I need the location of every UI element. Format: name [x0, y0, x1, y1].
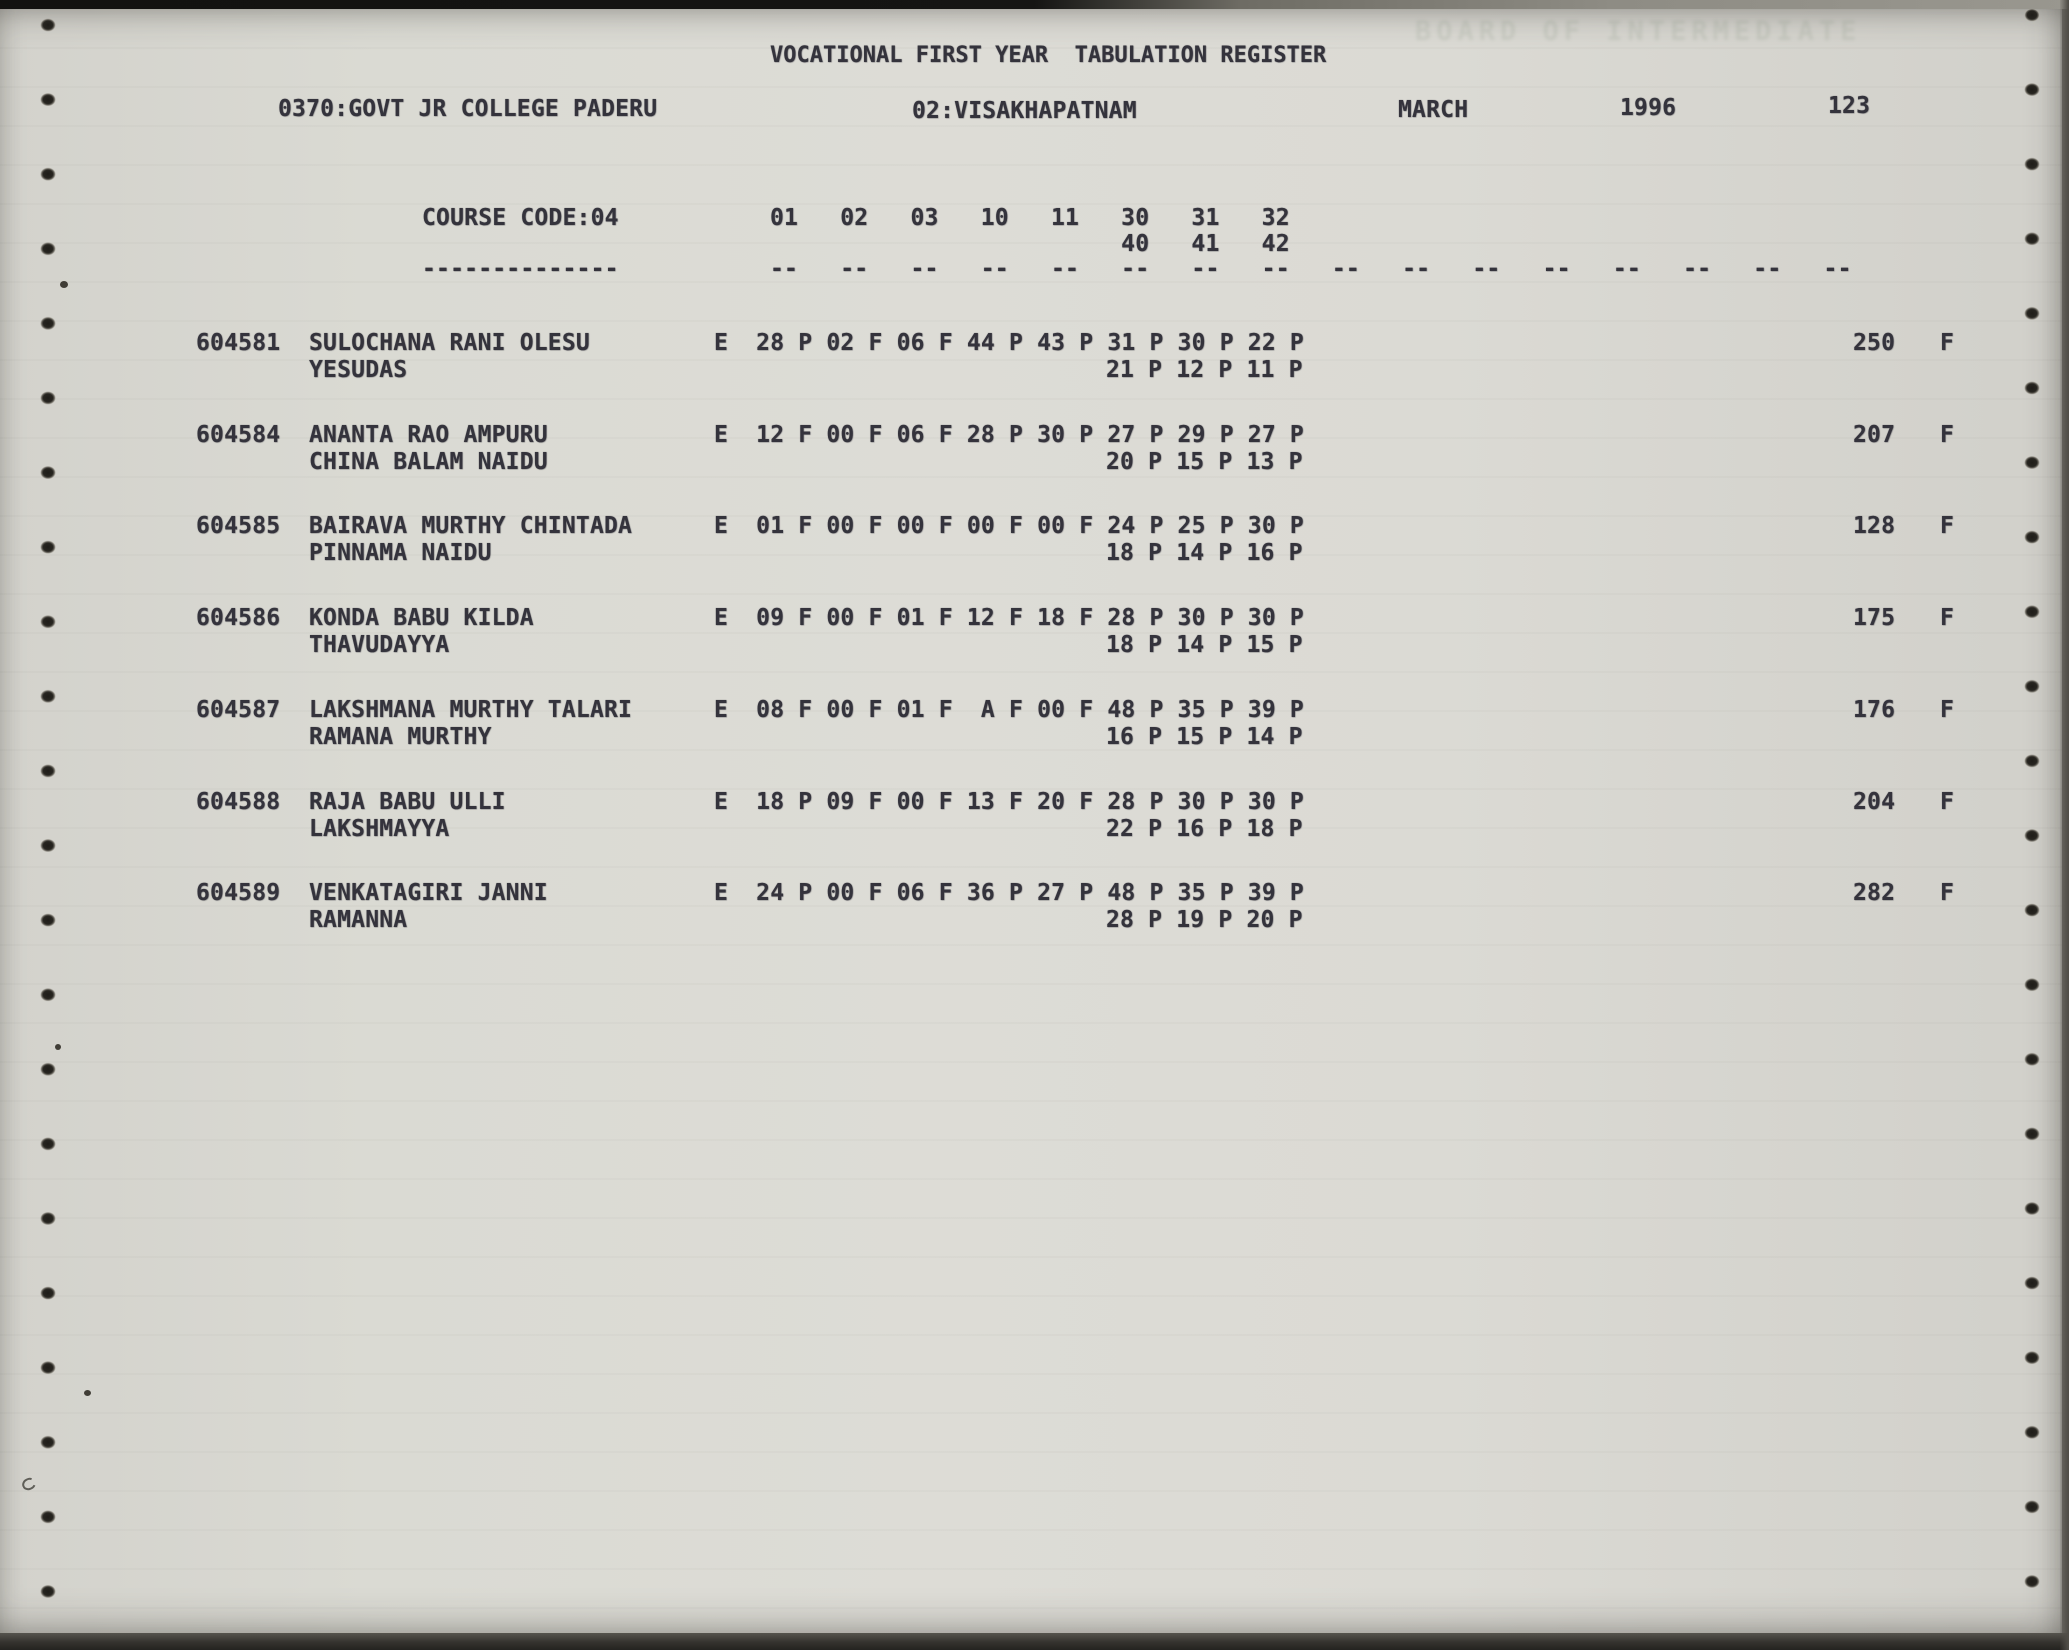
roll-number: 604584 — [196, 421, 281, 448]
total-marks: 250 — [1853, 330, 1896, 356]
sprocket-holes-left — [33, 10, 63, 1650]
result-flag: F — [1940, 330, 1955, 356]
marks-line-2: 28 P 19 P 20 P — [1106, 907, 1303, 934]
page-title: VOCATIONAL FIRST YEAR TABULATION REGISTE… — [770, 43, 1327, 68]
student-name: VENKATAGIRI JANNI — [309, 880, 548, 907]
marks-line-2: 21 P 12 P 11 P — [1106, 357, 1303, 383]
scan-edge-top — [0, 0, 2069, 9]
sprocket-holes-right — [2017, 0, 2047, 1642]
guardian-name: RAMANNA — [309, 907, 408, 934]
student-row: 604584 ANANTA RAO AMPURU CHINA BALAM NAI… — [0, 422, 2069, 478]
guardian-name: RAMANA MURTHY — [309, 723, 492, 750]
student-name: LAKSHMANA MURTHY TALARI — [309, 696, 633, 723]
student-name: SULOCHANA RANI OLESU — [309, 330, 590, 356]
student-row: 604589 VENKATAGIRI JANNI RAMANNA E 24 P … — [0, 880, 2069, 936]
guardian-name: LAKSHMAYYA — [309, 815, 450, 842]
scan-edge-right — [2060, 0, 2069, 1650]
total-marks: 204 — [1853, 788, 1896, 815]
total-marks: 282 — [1853, 880, 1896, 907]
result-flag: F — [1940, 880, 1955, 907]
district-name: 02:VISAKHAPATNAM — [912, 98, 1137, 124]
student-name: ANANTA RAO AMPURU — [309, 421, 548, 448]
marks-line-1: E 12 F 00 F 06 F 28 P 30 P 27 P 29 P 27 … — [714, 421, 1304, 448]
result-flag: F — [1940, 696, 1955, 723]
roll-number: 604589 — [196, 880, 281, 907]
guardian-name: THAVUDAYYA — [309, 632, 450, 659]
student-name: RAJA BABU ULLI — [309, 788, 506, 815]
paper-speck — [60, 281, 68, 288]
course-code-underline: -------------- — [422, 256, 619, 282]
marks-line-2: 22 P 16 P 18 P — [1106, 815, 1303, 842]
exam-month: MARCH — [1398, 97, 1469, 123]
total-marks: 128 — [1853, 513, 1896, 540]
bleed-through-text: BOARD OF INTERMEDIATE — [1415, 16, 1862, 47]
guardian-name: PINNAMA NAIDU — [309, 540, 492, 567]
student-row: 604585 BAIRAVA MURTHY CHINTADA PINNAMA N… — [0, 513, 2069, 569]
total-marks: 176 — [1853, 696, 1896, 723]
roll-number: 604585 — [196, 513, 281, 540]
subject-column-headers: 01 02 03 10 11 30 31 32 — [770, 205, 1290, 231]
roll-number: 604586 — [196, 605, 281, 632]
marks-line-2: 18 P 14 P 16 P — [1106, 540, 1303, 567]
subject-column-subheaders: 40 41 42 — [770, 231, 1290, 257]
course-code-label: COURSE CODE:04 — [422, 205, 619, 231]
roll-number: 604581 — [196, 330, 281, 356]
continuous-form-paper — [0, 8, 2062, 1634]
student-row: 604581 SULOCHANA RANI OLESU YESUDAS E 28… — [0, 330, 2069, 386]
scan-edge-bottom — [0, 1633, 2069, 1650]
marks-line-1: E 28 P 02 F 06 F 44 P 43 P 31 P 30 P 22 … — [714, 330, 1304, 356]
result-flag: F — [1940, 605, 1955, 632]
roll-number: 604587 — [196, 696, 281, 723]
marks-line-1: E 24 P 00 F 06 F 36 P 27 P 48 P 35 P 39 … — [714, 880, 1304, 907]
college-name: 0370:GOVT JR COLLEGE PADERU — [278, 96, 658, 122]
result-flag: F — [1940, 788, 1955, 815]
marks-line-1: E 08 F 00 F 01 F A F 00 F 48 P 35 P 39 P — [714, 696, 1304, 723]
marks-line-2: 20 P 15 P 13 P — [1106, 448, 1303, 475]
student-name: KONDA BABU KILDA — [309, 605, 534, 632]
page-number: 123 — [1828, 93, 1871, 119]
paper-speck — [55, 1044, 61, 1050]
result-flag: F — [1940, 421, 1955, 448]
column-ruler-dashes: -- -- -- -- -- -- -- -- -- -- -- -- -- -… — [770, 256, 1852, 282]
roll-number: 604588 — [196, 788, 281, 815]
marks-line-1: E 01 F 00 F 00 F 00 F 00 F 24 P 25 P 30 … — [714, 513, 1304, 540]
marks-line-1: E 09 F 00 F 01 F 12 F 18 F 28 P 30 P 30 … — [714, 605, 1304, 632]
exam-year: 1996 — [1620, 95, 1677, 121]
guardian-name: YESUDAS — [309, 357, 408, 383]
guardian-name: CHINA BALAM NAIDU — [309, 448, 548, 475]
student-row: 604587 LAKSHMANA MURTHY TALARI RAMANA MU… — [0, 697, 2069, 753]
paper-speck — [84, 1390, 91, 1396]
marks-line-2: 18 P 14 P 15 P — [1106, 632, 1303, 659]
student-name: BAIRAVA MURTHY CHINTADA — [309, 513, 633, 540]
marks-line-1: E 18 P 09 F 00 F 13 F 20 F 28 P 30 P 30 … — [714, 788, 1304, 815]
total-marks: 207 — [1853, 421, 1896, 448]
total-marks: 175 — [1853, 605, 1896, 632]
marks-line-2: 16 P 15 P 14 P — [1106, 723, 1303, 750]
result-flag: F — [1940, 513, 1955, 540]
student-row: 604586 KONDA BABU KILDA THAVUDAYYA E 09 … — [0, 605, 2069, 661]
student-row: 604588 RAJA BABU ULLI LAKSHMAYYA E 18 P … — [0, 789, 2069, 845]
